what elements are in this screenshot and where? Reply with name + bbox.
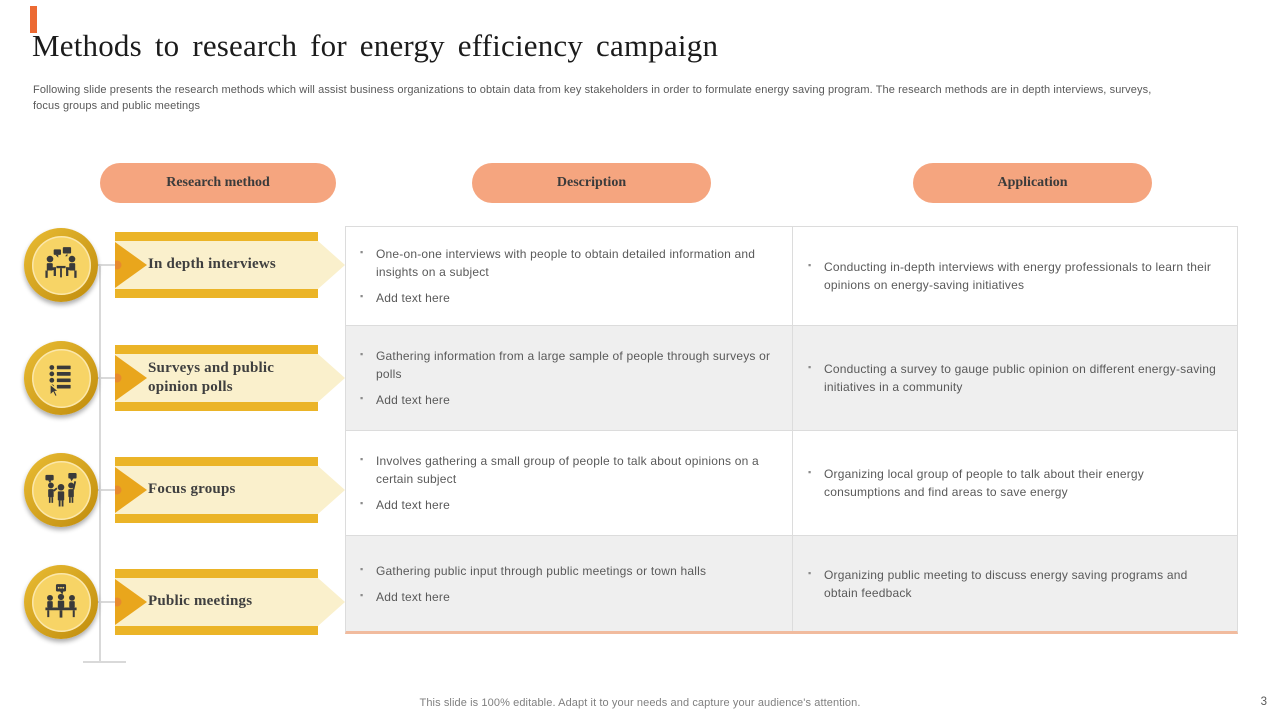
application-cell: Conducting a survey to gauge public opin… [792,326,1237,430]
connector-line [96,601,118,603]
method-badge [24,341,98,415]
description-cell: Gathering information from a large sampl… [346,326,792,430]
description-cell: Involves gathering a small group of peop… [346,431,792,535]
focus-group-icon [31,460,91,520]
table-row: One-on-one interviews with people to obt… [346,227,1237,325]
arrow-banner-shape [115,457,345,523]
arrow-banner-shape [115,569,345,635]
add-text-placeholder[interactable]: Add text here [359,289,774,307]
application-bullet: Organizing public meeting to discuss ene… [807,566,1219,602]
page-number: 3 [1260,696,1267,708]
method-banner: Public meetings [115,569,345,635]
description-bullet: Gathering public input through public me… [359,562,774,580]
column-header-application: Application [913,163,1152,203]
method-banner: In depth interviews [115,232,345,298]
connector-line [96,377,118,379]
method-name: Public meetings [148,593,253,610]
page-title: Methods to research for energy efficienc… [32,28,719,63]
column-header-research-method: Research method [100,163,336,203]
description-cell: One-on-one interviews with people to obt… [346,227,792,325]
arrow-banner-shape [115,232,345,298]
description-bullet: Gathering information from a large sampl… [359,347,774,383]
connector-line [96,264,118,266]
rail-vertical-line [99,265,101,662]
description-bullet: One-on-one interviews with people to obt… [359,245,774,281]
application-cell: Conducting in-depth interviews with ener… [792,227,1237,325]
method-badge [24,453,98,527]
survey-checklist-icon [31,348,91,408]
method-badge [24,565,98,639]
table-row: Gathering information from a large sampl… [346,325,1237,430]
application-bullet: Conducting a survey to gauge public opin… [807,360,1219,396]
public-meeting-icon [31,572,91,632]
method-name: Surveys and public opinion polls [148,359,275,396]
method-badge [24,228,98,302]
accent-bar [30,6,37,33]
method-name: Focus groups [148,481,236,498]
arrow-banner-shape [115,345,345,411]
connector-line [96,489,118,491]
interview-people-icon [31,235,91,295]
table-row: Involves gathering a small group of peop… [346,430,1237,535]
add-text-placeholder[interactable]: Add text here [359,496,774,514]
subtitle-line: focus groups and public meetings [33,99,201,112]
add-text-placeholder[interactable]: Add text here [359,588,774,606]
editable-note: This slide is 100% editable. Adapt it to… [419,697,861,709]
add-text-placeholder[interactable]: Add text here [359,391,774,409]
table-row: Gathering public input through public me… [346,535,1237,631]
description-bullet: Involves gathering a small group of peop… [359,452,774,488]
application-bullet: Organizing local group of people to talk… [807,465,1219,501]
rail-end-tick [83,661,126,663]
method-banner: Surveys and public opinion polls [115,345,345,411]
methods-table: One-on-one interviews with people to obt… [345,226,1238,634]
column-header-description: Description [472,163,711,203]
method-name: In depth interviews [148,256,276,273]
description-cell: Gathering public input through public me… [346,536,792,631]
application-bullet: Conducting in-depth interviews with ener… [807,258,1219,294]
slide-subtitle: Following slide presents the research me… [33,83,1248,115]
application-cell: Organizing local group of people to talk… [792,431,1237,535]
subtitle-line: Following slide presents the research me… [33,84,1152,96]
method-banner: Focus groups [115,457,345,523]
application-cell: Organizing public meeting to discuss ene… [792,536,1237,631]
